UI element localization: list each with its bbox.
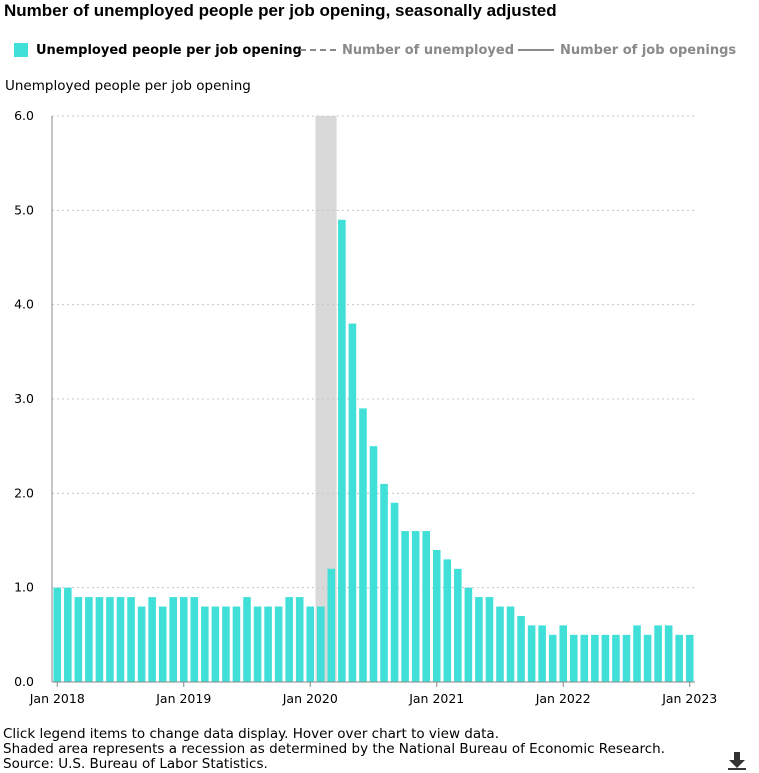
y-tick-label: 6.0 [14, 108, 34, 123]
x-tick-label: Jan 2020 [282, 691, 338, 706]
bar[interactable] [253, 606, 262, 682]
bar[interactable] [137, 606, 146, 682]
bar[interactable] [106, 597, 114, 682]
bar[interactable] [527, 625, 536, 682]
legend-label: Number of unemployed [342, 42, 515, 58]
bar[interactable] [295, 597, 304, 682]
bar[interactable] [359, 408, 367, 682]
bar[interactable] [243, 597, 251, 682]
bar[interactable] [601, 634, 610, 682]
bar[interactable] [538, 625, 546, 682]
bar[interactable] [411, 531, 420, 682]
bar[interactable] [53, 587, 62, 682]
bar[interactable] [485, 597, 494, 682]
x-tick-label: Jan 2022 [535, 691, 591, 706]
bar[interactable] [580, 634, 589, 682]
bar[interactable] [95, 597, 104, 682]
bar[interactable] [654, 625, 662, 682]
bar[interactable] [190, 597, 199, 682]
x-tick-label: Jan 2019 [155, 691, 211, 706]
bar[interactable] [317, 606, 325, 682]
bar[interactable] [548, 634, 557, 682]
bar[interactable] [116, 597, 125, 682]
footnote-instructions: Click legend items to change data displa… [3, 726, 499, 742]
bar[interactable] [517, 615, 525, 682]
legend-item-number-unemployed[interactable]: Number of unemployed [300, 40, 514, 60]
bar[interactable] [338, 219, 346, 682]
legend-item-number-job-openings[interactable]: Number of job openings [518, 40, 736, 60]
legend-label: Number of job openings [560, 42, 737, 58]
bar[interactable] [201, 606, 209, 682]
bar[interactable] [211, 606, 220, 682]
footnote-source: Source: U.S. Bureau of Labor Statistics. [3, 756, 268, 772]
legend-item-unemployed-per-opening[interactable]: Unemployed people per job opening [14, 40, 302, 60]
bar[interactable] [633, 625, 641, 682]
bar[interactable] [380, 483, 388, 682]
download-arrow-icon[interactable] [727, 750, 747, 770]
footnotes: Click legend items to change data displa… [3, 727, 665, 772]
bar[interactable] [390, 502, 399, 682]
footnote-recession: Shaded area represents a recession as de… [3, 741, 666, 757]
bar[interactable] [622, 634, 631, 682]
bar[interactable] [274, 606, 283, 682]
bar[interactable] [664, 625, 673, 682]
recession-shading [315, 116, 337, 682]
bar[interactable] [559, 625, 568, 682]
bar[interactable] [232, 606, 241, 682]
bar[interactable] [64, 587, 72, 682]
y-tick-label: 4.0 [14, 297, 34, 312]
bar[interactable] [685, 634, 694, 682]
x-tick-label: Jan 2021 [408, 691, 464, 706]
y-tick-label: 3.0 [14, 391, 34, 406]
bar[interactable] [591, 634, 599, 682]
bar[interactable] [496, 606, 504, 682]
bar[interactable] [222, 606, 230, 682]
bar[interactable] [506, 606, 515, 682]
bar[interactable] [464, 587, 473, 682]
bar[interactable] [127, 597, 135, 682]
bar[interactable] [148, 597, 156, 682]
y-tick-label: 1.0 [14, 580, 34, 595]
bar[interactable] [569, 634, 578, 682]
bar[interactable] [443, 559, 452, 682]
bar[interactable] [85, 597, 93, 682]
x-tick-label: Jan 2023 [661, 691, 717, 706]
chart-plot[interactable]: 0.0 1.0 2.0 3.0 4.0 5.0 6.0 Jan 2018 Jan 2019 Jan… [0, 100, 759, 720]
bar[interactable] [179, 597, 188, 682]
y-axis-title: Unemployed people per job opening [5, 78, 251, 94]
bar[interactable] [264, 606, 272, 682]
teal-swatch-icon [14, 43, 28, 57]
bar[interactable] [369, 446, 378, 682]
bar[interactable] [285, 597, 293, 682]
bar[interactable] [432, 549, 441, 682]
legend: Unemployed people per job opening Number… [0, 40, 759, 60]
bar[interactable] [475, 597, 483, 682]
bar[interactable] [169, 597, 178, 682]
bar[interactable] [422, 531, 430, 682]
bar[interactable] [612, 634, 620, 682]
bar[interactable] [327, 568, 336, 682]
solid-line-icon [518, 49, 554, 51]
bar[interactable] [454, 568, 462, 682]
bar[interactable] [158, 606, 167, 682]
bar[interactable] [74, 597, 83, 682]
bar[interactable] [348, 323, 357, 682]
x-tick-label: Jan 2018 [29, 691, 85, 706]
y-tick-label: 5.0 [14, 202, 34, 217]
bar[interactable] [643, 634, 652, 682]
bar[interactable] [306, 606, 315, 682]
bar[interactable] [675, 634, 683, 682]
chart-title: Number of unemployed people per job open… [4, 1, 557, 20]
legend-label: Unemployed people per job opening [36, 42, 302, 58]
y-tick-label: 0.0 [14, 674, 34, 689]
y-tick-label: 2.0 [14, 485, 34, 500]
dashed-line-icon [300, 49, 336, 51]
bar[interactable] [401, 531, 409, 682]
